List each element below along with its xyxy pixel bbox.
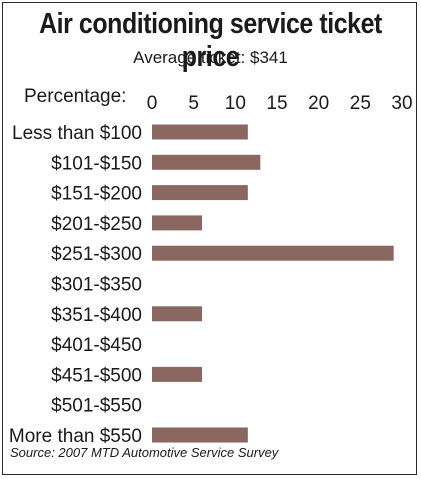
category-label: $301-$350	[51, 275, 142, 296]
source-note: Source: 2007 MTD Automotive Service Surv…	[10, 445, 279, 460]
chart-subtitle: Average ticket: $341	[133, 48, 288, 67]
tick-label: 20	[308, 93, 329, 114]
category-label: $101-$150	[51, 153, 142, 174]
bar	[152, 154, 261, 170]
chart-title: Air conditioning service ticket price	[39, 8, 382, 73]
bar	[152, 124, 248, 140]
category-label: Less than $100	[12, 123, 142, 144]
category-label: $251-$300	[51, 244, 142, 265]
bar	[152, 427, 248, 443]
bar	[152, 215, 202, 231]
category-label: $151-$200	[51, 184, 142, 205]
tick-label: 5	[188, 93, 199, 114]
axis-label: Percentage:	[24, 86, 127, 107]
category-label: $401-$450	[51, 335, 142, 356]
tick-label: 30	[391, 93, 412, 114]
tick-label: 15	[266, 93, 287, 114]
tick-label: 25	[350, 93, 371, 114]
tick-label: 10	[225, 93, 246, 114]
bar	[152, 185, 248, 201]
category-label: More than $550	[9, 426, 142, 447]
category-label: $501-$550	[51, 396, 142, 417]
category-label: $451-$500	[51, 365, 142, 386]
category-label: $201-$250	[51, 214, 142, 235]
tick-label: 0	[147, 93, 158, 114]
category-label: $351-$400	[51, 305, 142, 326]
bar	[152, 306, 202, 322]
bar	[152, 366, 202, 382]
chart-frame	[2, 2, 417, 475]
bar	[152, 245, 394, 261]
